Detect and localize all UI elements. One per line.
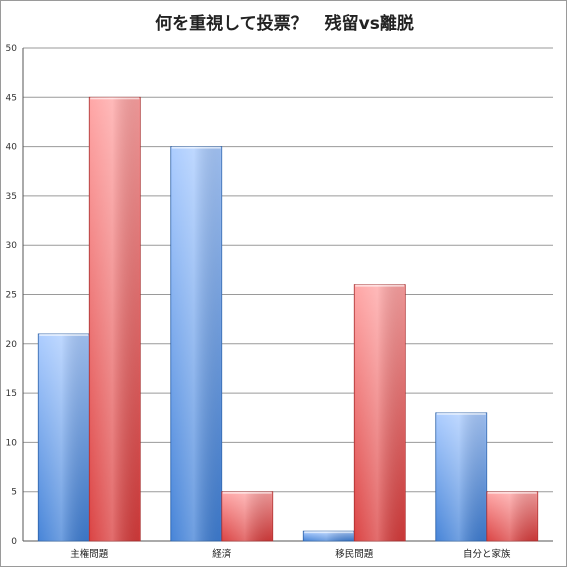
bar-2-series-0: [303, 531, 354, 541]
y-tick-label: 45: [6, 93, 17, 103]
x-category-label: 経済: [212, 548, 232, 560]
y-tick-label: 30: [6, 241, 18, 251]
y-tick-label: 40: [6, 143, 18, 153]
bar-1-series-0: [171, 147, 222, 541]
bar-1-series-1: [222, 492, 273, 541]
bar-3-series-0: [436, 413, 487, 541]
bar-2-series-1: [354, 285, 405, 541]
bars-layer: [38, 97, 538, 541]
y-tick-label: 20: [6, 340, 18, 350]
y-tick-label: 35: [6, 192, 17, 202]
bar-0-series-1: [89, 97, 140, 541]
y-tick-label: 10: [6, 438, 18, 448]
y-tick-label: 25: [6, 291, 17, 301]
x-category-label: 移民問題: [335, 548, 374, 560]
bar-0-series-0: [38, 334, 89, 541]
x-category-label: 自分と家族: [463, 548, 511, 560]
y-tick-label: 0: [11, 537, 17, 547]
y-tick-label: 15: [6, 389, 17, 399]
y-tick-label: 5: [11, 488, 17, 498]
bar-3-series-1: [487, 492, 538, 541]
x-category-label: 主権問題: [70, 548, 109, 560]
y-tick-label: 50: [6, 44, 18, 54]
